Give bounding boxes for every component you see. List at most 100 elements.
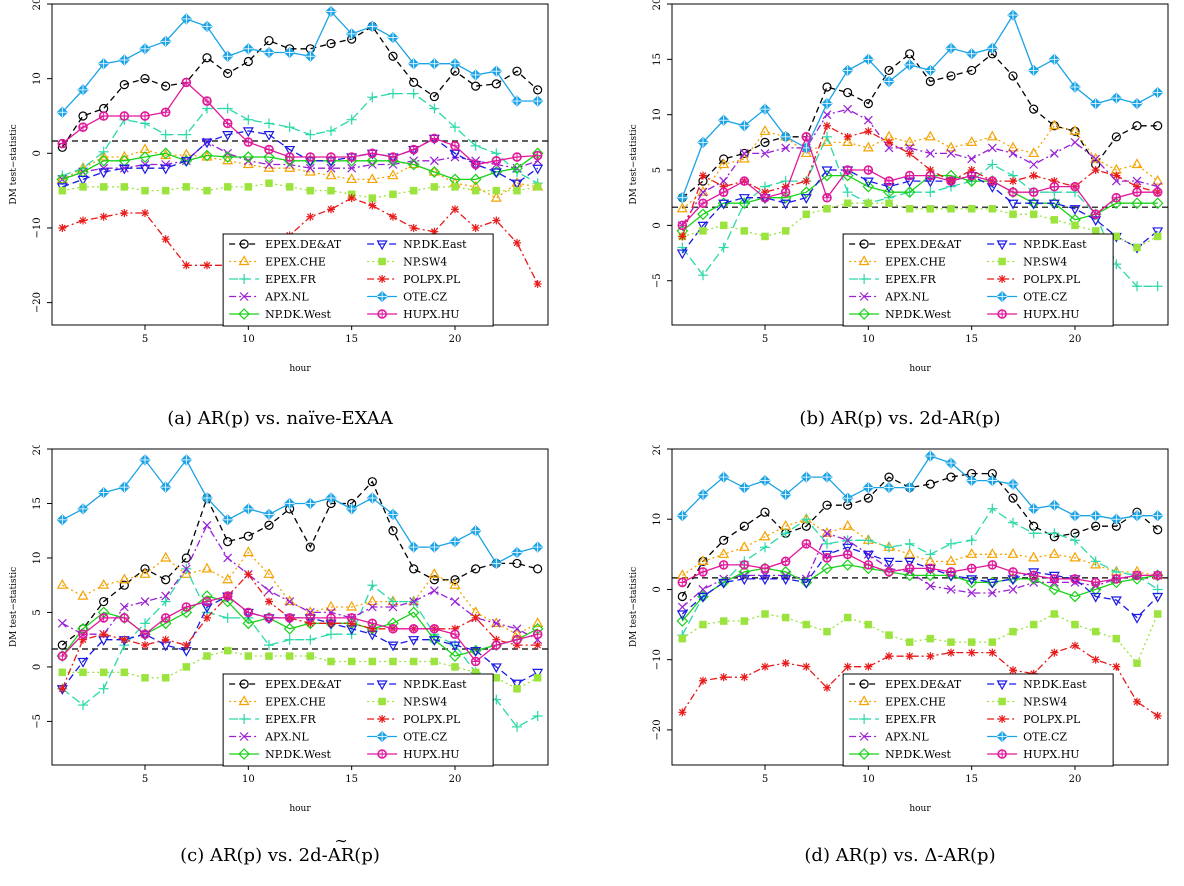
data-point: [1151, 197, 1164, 210]
data-point: [802, 177, 811, 186]
series-line: [681, 564, 1158, 622]
data-point: [822, 110, 832, 120]
series-epex-che: [676, 119, 1164, 213]
series-apx-nl: [677, 528, 1163, 612]
data-point: [1028, 528, 1039, 539]
data-point: [139, 568, 151, 578]
data-point: [490, 557, 503, 570]
data-point: [223, 148, 233, 158]
data-point: [430, 183, 439, 191]
data-point: [243, 114, 254, 125]
data-point: [1069, 590, 1081, 603]
data-point: [676, 249, 688, 260]
data-point: [677, 591, 687, 602]
legend-marker: [998, 275, 1007, 283]
series-line: [61, 458, 538, 565]
legend-item: EPEX.FR: [229, 273, 317, 286]
x-axis-label: hour: [289, 804, 311, 814]
data-point: [449, 58, 461, 70]
data-point: [326, 163, 336, 173]
data-point: [97, 486, 110, 499]
data-point: [905, 49, 915, 59]
data-point: [699, 171, 707, 180]
data-point: [284, 613, 295, 623]
data-point: [77, 175, 89, 186]
data-point: [1131, 613, 1143, 624]
y-tick-label: −10: [32, 217, 43, 238]
legend-label: EPEX.FR: [265, 713, 316, 726]
chart-plot-a: 5 10 15 20 hour −20 −10 0 10 20 DM test−statistic E…: [9, 0, 549, 374]
legend-marker: [997, 749, 1007, 759]
data-point: [471, 81, 481, 91]
data-point: [760, 563, 770, 574]
legend-label: APX.NL: [264, 291, 309, 304]
data-point: [408, 88, 419, 99]
x-tick-label: 15: [965, 334, 978, 345]
data-point: [161, 81, 171, 91]
x-tick-label: 15: [345, 334, 358, 345]
data-point: [180, 568, 192, 578]
data-point: [738, 575, 750, 586]
data-point: [1050, 216, 1059, 224]
data-point: [263, 46, 275, 59]
legend-label: POLPX.PL: [403, 713, 461, 726]
data-point: [904, 548, 916, 558]
data-point: [884, 65, 894, 76]
legend-marker: [377, 309, 387, 319]
legend-label: EPEX.FR: [885, 713, 936, 726]
data-point: [738, 541, 750, 551]
legend-marker: [376, 290, 388, 303]
data-point: [945, 555, 957, 565]
legend-label: OTE.CZ: [403, 731, 447, 744]
legend-label: EPEX.DE&AT: [885, 678, 962, 691]
data-point: [946, 176, 956, 186]
series-line: [681, 108, 1158, 226]
data-point: [326, 613, 336, 623]
data-point: [760, 137, 770, 147]
data-point: [1151, 86, 1164, 99]
chart-panel-b: 5 10 15 20 hour −5 0 5 10 15 20 DM test−statistic EP…: [620, 0, 1180, 430]
data-point: [842, 136, 854, 146]
series-np-sw4: [58, 646, 542, 693]
data-point: [718, 548, 730, 558]
data-point: [759, 474, 771, 487]
data-point: [926, 634, 935, 643]
data-point: [98, 613, 109, 623]
legend-item: NP.SW4: [987, 696, 1067, 709]
data-point: [779, 131, 792, 143]
data-point: [77, 589, 89, 600]
data-point: [740, 617, 749, 625]
legend-marker: [239, 292, 249, 301]
data-point: [1131, 97, 1143, 110]
legend-item: OTE.CZ: [987, 291, 1067, 304]
data-point: [965, 576, 978, 589]
data-point: [326, 38, 336, 49]
data-point: [1131, 158, 1143, 169]
legend-item: EPEX.CHE: [229, 255, 326, 269]
legend-marker: [376, 240, 388, 251]
series-epex-fr: [677, 503, 1163, 641]
data-point: [842, 165, 853, 175]
data-point: [511, 679, 523, 690]
legend-label: APX.NL: [884, 731, 929, 744]
data-point: [1091, 655, 1100, 664]
legend-marker: [859, 274, 870, 284]
data-point: [264, 586, 274, 596]
data-point: [243, 156, 253, 166]
data-point: [161, 635, 170, 644]
data-point: [1153, 711, 1162, 720]
legend-label: NP.DK.West: [265, 748, 331, 761]
data-point: [119, 580, 129, 590]
data-point: [759, 125, 771, 135]
data-point: [345, 503, 358, 515]
data-point: [926, 205, 935, 213]
data-point: [284, 152, 295, 162]
legend-marker: [996, 730, 1008, 743]
data-point: [740, 673, 749, 682]
data-point: [1091, 521, 1101, 531]
data-point: [966, 575, 978, 586]
data-point: [1152, 584, 1163, 595]
caption-text-b: (b) AR(p) vs. 2d-AR(p): [799, 408, 1001, 429]
data-point: [326, 629, 336, 640]
data-point: [1009, 666, 1017, 675]
